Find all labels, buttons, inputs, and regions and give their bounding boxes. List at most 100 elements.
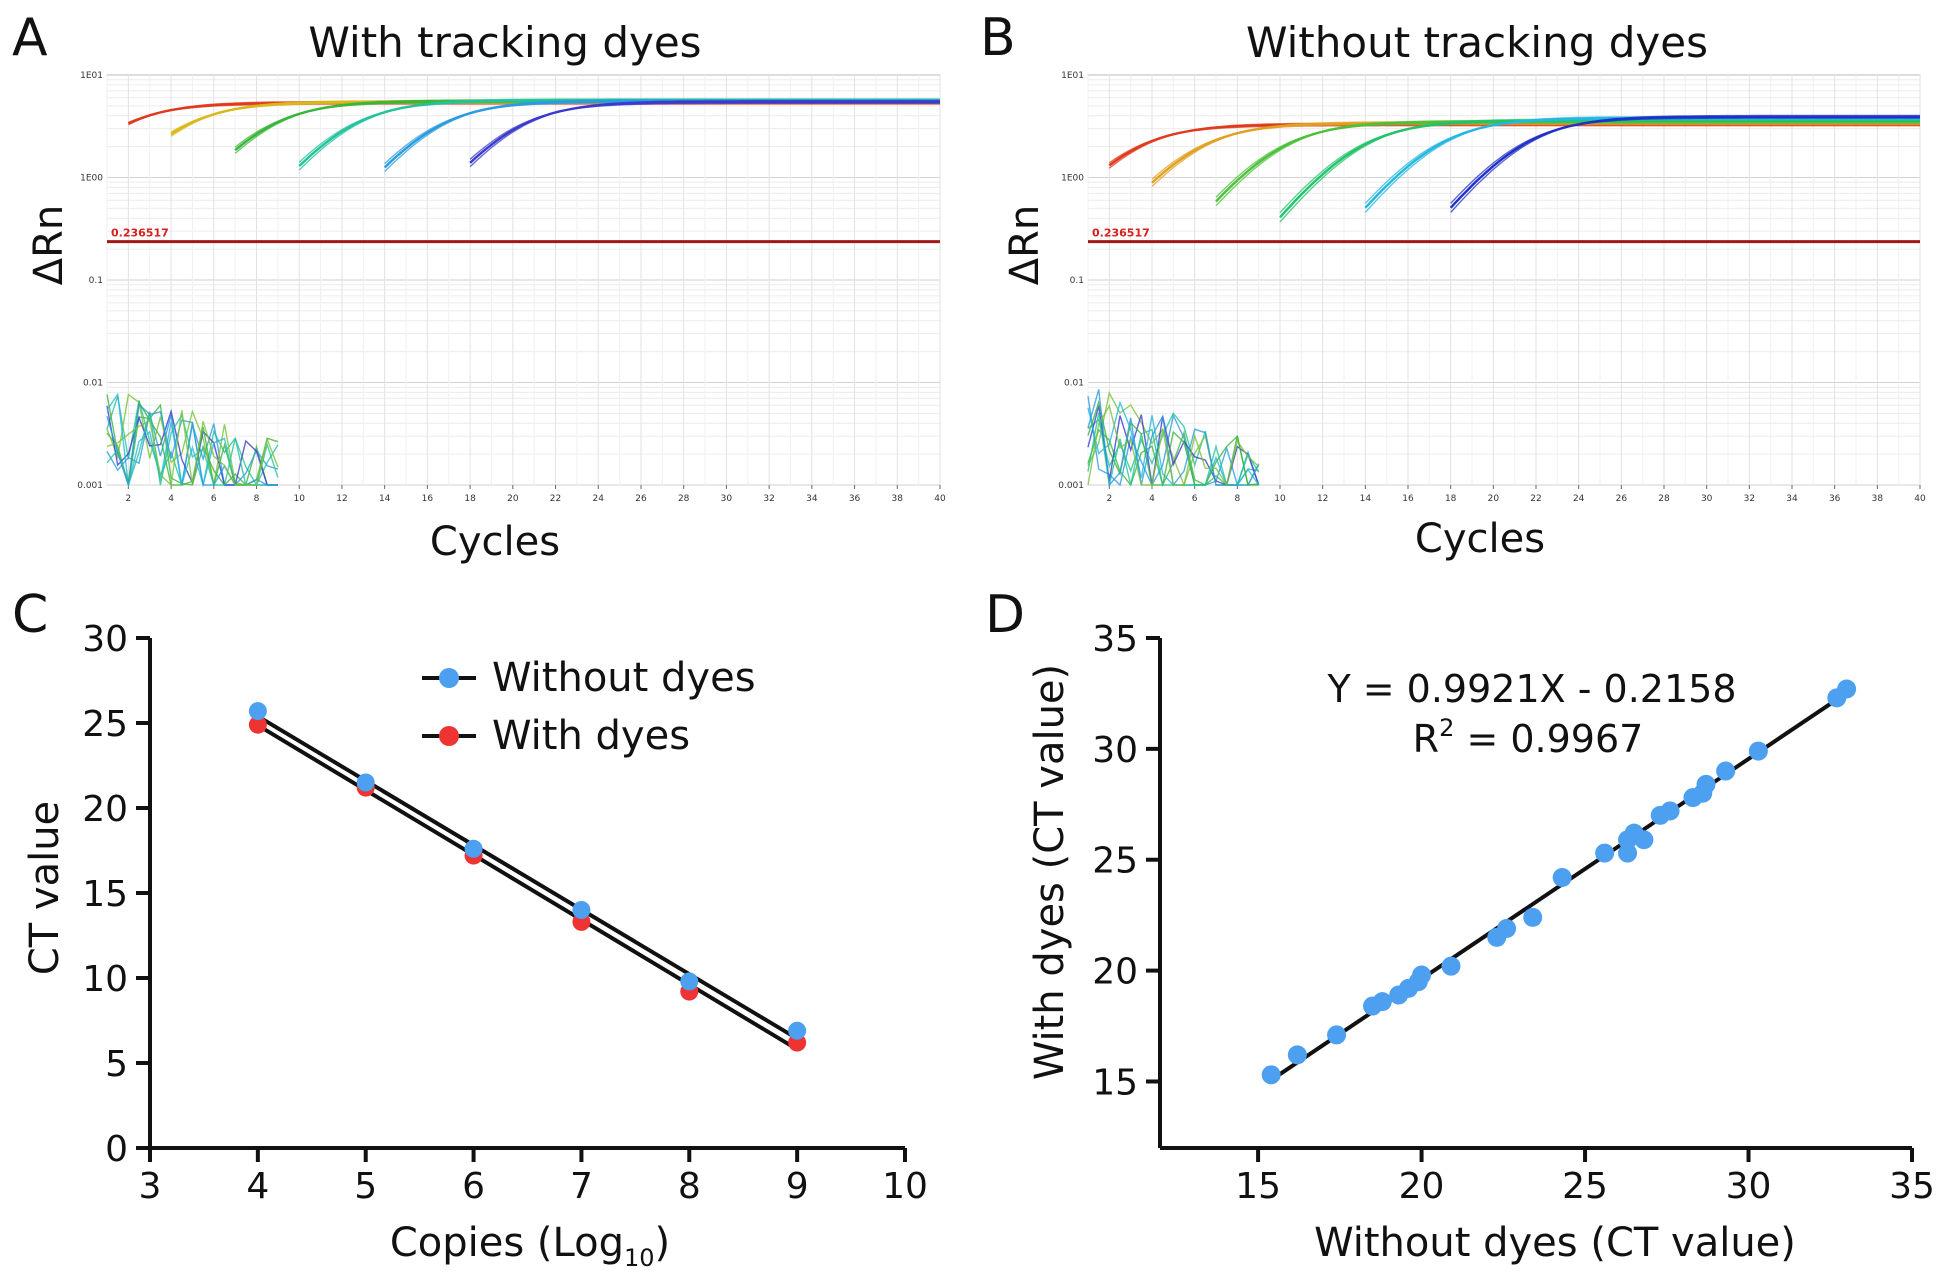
panel-d-plot: 15 20 25 30 35 15 20 25 30 35: [1092, 619, 1935, 1207]
panel-c-xtick-label: 4: [246, 1166, 269, 1207]
panel-c-xtick-label: 3: [139, 1166, 162, 1207]
panel-d-xtick-label: 25: [1562, 1166, 1608, 1207]
panel-b-xtick-label: 4: [1149, 494, 1155, 504]
panel-d-ytick-label: 25: [1092, 841, 1138, 882]
panel-b-xtick-label: 2: [1106, 494, 1112, 504]
panel-b-xtick-label: 10: [1274, 494, 1286, 504]
panel-c-xtick-label: 10: [882, 1166, 928, 1207]
panel-b-xtick-label: 32: [1744, 494, 1755, 504]
panel-c-ytick-label: 0: [105, 1129, 128, 1170]
panel-d-ytick-label: 15: [1092, 1062, 1138, 1103]
panel-a: A With tracking dyes Cycles ΔRn 1E01 1E00…: [12, 8, 946, 565]
panel-b-ytick-label: 0.001: [1058, 481, 1084, 491]
panel-b-ytick-label: 1E00: [1061, 174, 1084, 184]
panel-a-noise-trace: [106, 410, 279, 487]
panel-a-curve-105: [384, 99, 940, 172]
panel-b-ylabel: ΔRn: [1002, 205, 1048, 286]
panel-a-ylabel: ΔRn: [26, 205, 72, 286]
panel-c-point-without-dyes: [572, 901, 591, 919]
panel-d-point: [1441, 956, 1461, 976]
panel-a-xlabel: Cycles: [430, 519, 560, 565]
panel-b-xtick-label: 36: [1829, 494, 1841, 504]
panel-c-legend-marker: [439, 668, 459, 688]
panel-c-xlabel-end: ): [655, 1220, 671, 1266]
panel-d-xtick-label: 30: [1726, 1166, 1772, 1207]
panel-a-xtick-label: 18: [464, 494, 476, 504]
panel-b-ytick-label: 0.1: [1070, 276, 1084, 286]
panel-a-ytick-label: 0.1: [89, 276, 103, 286]
panel-d-label: D: [985, 585, 1025, 645]
panel-d-xtick-label: 15: [1235, 1166, 1281, 1207]
panel-a-xtick-label: 26: [635, 494, 647, 504]
panel-b-xtick-label: 16: [1402, 494, 1414, 504]
panel-c-xtick-label: 5: [354, 1166, 377, 1207]
panel-c-xlabel-sub: 10: [624, 1244, 655, 1272]
panel-b-xtick-label: 12: [1317, 494, 1328, 504]
panel-d-point: [1497, 918, 1517, 938]
panel-a-xtick-label: 30: [721, 494, 733, 504]
panel-d-point: [1412, 965, 1432, 985]
panel-a-xtick-label: 34: [806, 494, 818, 504]
panel-c-legend-label: With dyes: [492, 713, 690, 759]
panel-b-xlabel: Cycles: [1415, 516, 1545, 562]
panel-d-xlabel: Without dyes (CT value): [1314, 1220, 1796, 1266]
panel-a-title: With tracking dyes: [308, 18, 701, 67]
panel-d-fit-line: [1270, 691, 1848, 1082]
panel-d-ylabel: With dyes (CT value): [1027, 664, 1073, 1080]
panel-d-r2: R2 = 0.9967: [1413, 714, 1644, 761]
panel-c-legend-marker: [439, 726, 459, 746]
panel-a-ytick-label: 0.01: [83, 379, 103, 389]
panel-c-xtick-label: 9: [786, 1166, 809, 1207]
panel-c-label: C: [12, 585, 48, 645]
panel-d-point: [1716, 761, 1736, 781]
panel-c-xlabel-main: Copies (Log: [390, 1220, 624, 1266]
panel-d-point: [1660, 801, 1680, 821]
panel-d-point: [1618, 843, 1638, 863]
panel-b-xtick-label: 18: [1445, 494, 1457, 504]
panel-a-xtick-label: 28: [678, 494, 690, 504]
panel-d-ytick-label: 20: [1092, 952, 1138, 993]
panel-c-ytick-label: 25: [82, 704, 128, 745]
panel-c-xtick-label: 8: [678, 1166, 701, 1207]
panel-c-point-without-dyes: [788, 1021, 807, 1040]
panel-d-point: [1261, 1065, 1281, 1085]
panel-a-xtick-label: 2: [125, 494, 131, 504]
panel-d-point: [1287, 1045, 1307, 1065]
panel-b-noise-trace: [1087, 404, 1260, 487]
panel-c-ytick-label: 20: [82, 789, 128, 830]
panel-b-threshold-label: 0.236517: [1092, 227, 1150, 240]
panel-c-xtick-label: 7: [570, 1166, 593, 1207]
panel-a-xtick-label: 12: [336, 494, 347, 504]
panel-c-fit-line-with-dyes: [256, 723, 799, 1052]
panel-b-xtick-label: 6: [1192, 494, 1198, 504]
panel-c-point-with-dyes: [248, 715, 267, 734]
panel-a-label: A: [12, 8, 48, 68]
panel-a-ytick-label: 1E00: [80, 174, 103, 184]
panel-a-xtick-label: 8: [254, 494, 260, 504]
panel-b-xtick-label: 8: [1234, 494, 1240, 504]
panel-d-point: [1634, 830, 1654, 850]
panel-b-xtick-label: 22: [1530, 494, 1541, 504]
panel-a-xtick-label: 20: [507, 494, 519, 504]
panel-b-xtick-label: 14: [1360, 494, 1372, 504]
panel-b-xtick-label: 26: [1616, 494, 1628, 504]
panel-b-curve-104: [1450, 114, 1920, 213]
panel-a-ytick-label: 0.001: [77, 481, 103, 491]
panel-c-point-without-dyes: [356, 773, 375, 792]
panel-d-r2-sup: 2: [1439, 714, 1454, 742]
panel-d-r2-prefix: R: [1413, 717, 1439, 761]
panel-b-xtick-label: 40: [1914, 494, 1926, 504]
panel-a-xtick-label: 24: [593, 494, 605, 504]
panel-b-label: B: [980, 8, 1016, 68]
panel-a-xtick-label: 40: [934, 494, 946, 504]
panel-d-xtick-label: 20: [1399, 1166, 1445, 1207]
panel-a-xtick-label: 16: [422, 494, 434, 504]
panel-b-title: Without tracking dyes: [1246, 18, 1708, 67]
panel-a-noise-trace: [106, 403, 278, 486]
panel-b-curve-104: [1449, 115, 1920, 209]
panel-c-fit-line-without-dyes: [256, 714, 799, 1041]
panel-b-xtick-label: 38: [1872, 494, 1884, 504]
